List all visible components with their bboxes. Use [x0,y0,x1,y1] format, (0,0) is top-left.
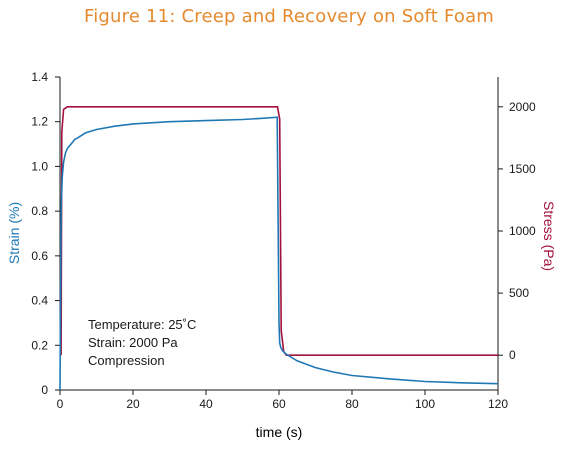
y-axis-right-ticks: 0 500 1000 1500 2000 [498,100,536,362]
y-tick-label: 0.6 [31,249,48,263]
annotation-temperature: Temperature: 25˚C [88,317,196,332]
y2-tick-label: 1500 [509,162,536,176]
annotation-strain: Strain: 2000 Pa [88,335,178,350]
x-tick-label: 0 [57,397,64,411]
x-tick-label: 80 [345,397,359,411]
x-tick-label: 60 [272,397,286,411]
y-tick-label: 1.0 [31,159,48,173]
y2-tick-label: 500 [509,286,529,300]
y-tick-label: 0.4 [31,294,48,308]
x-axis-ticks: 0 20 40 60 80 100 120 [57,390,508,411]
x-tick-label: 100 [415,397,435,411]
y-axis-right-label: Stress (Pa) [541,201,557,271]
chart-title: Figure 11: Creep and Recovery on Soft Fo… [83,6,495,27]
x-tick-label: 20 [126,397,140,411]
y2-tick-label: 1000 [509,224,536,238]
y-axis-left-ticks: 0 0.2 0.4 0.6 0.8 1.0 1.2 1.4 [31,70,60,397]
annotation-mode: Compression [88,353,165,368]
y-tick-label: 0.8 [31,204,48,218]
y-tick-label: 0.2 [31,338,48,352]
x-axis-label: time (s) [256,424,303,440]
y2-tick-label: 0 [509,348,516,362]
x-tick-label: 40 [199,397,213,411]
y-axis-left-label: Strain (%) [6,202,22,264]
series-line-strain [59,116,499,391]
y-tick-label: 1.2 [31,115,48,129]
y-tick-label: 0 [41,383,48,397]
x-tick-label: 120 [488,397,508,411]
y2-tick-label: 2000 [509,100,536,114]
y-tick-label: 1.4 [31,70,48,84]
